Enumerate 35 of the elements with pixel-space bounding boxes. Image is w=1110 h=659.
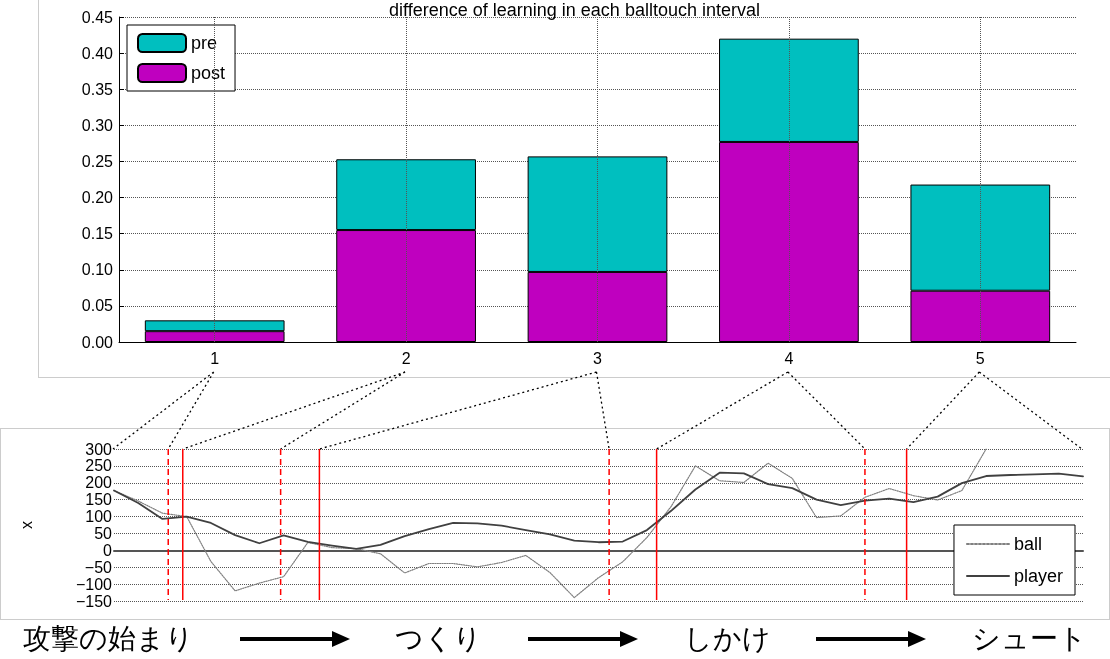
text: つくり (395, 620, 483, 657)
y-tick-label: 0.05 (81, 297, 114, 315)
text: 攻撃の始まり (22, 620, 194, 657)
y-tick-label: 200 (85, 474, 113, 492)
y-tick-label: 0 (103, 541, 113, 559)
y-tick-label: 0.35 (81, 80, 114, 98)
y-tick-label: 0.10 (81, 261, 114, 279)
x-tick-label: 3 (593, 349, 603, 367)
y-tick-label: 0.15 (81, 225, 114, 243)
y-tick-label: 0.40 (81, 44, 114, 62)
y-tick-label: 0.20 (81, 189, 114, 207)
x-tick-label: 2 (401, 349, 411, 367)
chart-title: difference of learning in each balltouch interval (389, 0, 760, 20)
y-tick-label: −150 (75, 592, 113, 610)
y-tick-label: −100 (75, 575, 113, 593)
x-tick-label: 1 (210, 349, 220, 367)
y-tick-label: 0.30 (81, 116, 114, 134)
y-tick-label: 50 (94, 524, 113, 542)
y-tick-label: 100 (85, 508, 113, 526)
legend-label: pre (191, 33, 218, 53)
y-tick-label: 300 (85, 440, 113, 458)
legend-label: ball (1013, 534, 1043, 554)
y-tick-label: 250 (85, 457, 113, 475)
y-axis-title: x (17, 521, 35, 529)
text: シュート (972, 620, 1088, 657)
y-tick-label: 0.25 (81, 152, 114, 170)
y-tick-label: 150 (85, 491, 113, 509)
y-tick-label: 0.00 (81, 333, 114, 351)
legend-label: player (1013, 566, 1064, 586)
y-tick-label: −50 (84, 558, 113, 576)
text: しかけ (683, 620, 771, 657)
x-tick-label: 5 (975, 349, 985, 367)
x-tick-label: 4 (784, 349, 794, 367)
legend-label: post (191, 63, 226, 83)
y-tick-label: 0.45 (81, 8, 114, 26)
